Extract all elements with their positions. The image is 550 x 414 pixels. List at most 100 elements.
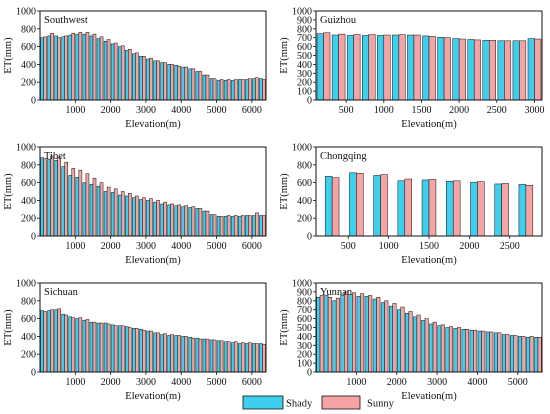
bar-sichuan-sunny-4700 <box>205 338 210 373</box>
bar-sichuan-shady-5700 <box>237 343 242 373</box>
y-tick-label-sichuan-0: 0 <box>31 368 36 379</box>
x-tick-label-southwest-1000: 1000 <box>65 105 85 116</box>
bar-yunnan-shady-3700 <box>461 329 466 373</box>
bar-tibet-shady-2500 <box>124 195 129 237</box>
plot-frame-sichuan <box>39 282 267 373</box>
bar-tibet-sunny-5500 <box>233 215 238 237</box>
bar-tibet-sunny-4100 <box>184 205 189 237</box>
bar-southwest-sunny-5500 <box>233 79 238 101</box>
bar-yunnan-shady-300 <box>324 295 329 373</box>
bar-guizhou-sunny-800 <box>368 34 376 101</box>
bar-tibet-shady-300 <box>47 159 51 237</box>
x-axis-guizhou: 500 1000 1500 2000 2500 3000 <box>339 100 544 116</box>
y-tick-label-southwest-200: 200 <box>21 78 36 89</box>
x-tick-label-chongqing-2000: 2000 <box>459 241 479 252</box>
bar-sichuan-shady-1500 <box>89 321 94 373</box>
bar-southwest-shady-4100 <box>181 66 186 101</box>
x-axis-chongqing: 500 1000 1500 2000 2500 <box>341 236 520 252</box>
y-tick-label-yunnan-100: 100 <box>297 359 312 370</box>
bar-chongqing-sunny-1200 <box>404 178 412 237</box>
y-tick-label-guizhou-300: 300 <box>297 69 312 80</box>
y-tick-label-chongqing-400: 400 <box>297 196 312 207</box>
x-tick-label-guizhou-3000: 3000 <box>524 105 544 116</box>
y-axis-title-tibet: ET(mm) <box>3 173 14 210</box>
bar-guizhou-shady-1800 <box>437 37 445 101</box>
bar-tibet-shady-1500 <box>89 184 94 237</box>
bar-guizhou-shady-3000 <box>527 38 535 101</box>
bar-tibet-shady-1900 <box>103 191 108 237</box>
bar-sichuan-shady-500 <box>54 309 58 373</box>
bar-yunnan-shady-4500 <box>493 332 498 373</box>
bar-sichuan-sunny-4500 <box>198 338 203 373</box>
panel-chongqing: 0 200 400 600 800 1000 500 1000 1500 2000 2500 Chon… <box>279 143 543 266</box>
x-tick-label-tibet-6000: 6000 <box>242 241 262 252</box>
bar-southwest-shady-3900 <box>174 65 178 101</box>
legend-label-shady: Shady <box>286 399 313 410</box>
x-tick-label-tibet-1000: 1000 <box>65 241 85 252</box>
bar-sichuan-sunny-4900 <box>212 339 217 373</box>
bar-tibet-shady-2100 <box>110 192 115 237</box>
bar-sichuan-shady-3300 <box>153 332 157 373</box>
bar-guizhou-shady-400 <box>331 34 339 101</box>
bar-chongqing-sunny-2400 <box>501 183 509 237</box>
bar-southwest-shady-2900 <box>139 56 143 101</box>
y-axis-southwest: 0 200 400 600 800 1000 <box>16 7 40 107</box>
bar-tibet-sunny-2100 <box>113 188 118 237</box>
bar-sichuan-sunny-2700 <box>135 328 139 373</box>
bar-guizhou-sunny-2800 <box>519 40 527 101</box>
bar-yunnan-sunny-500 <box>335 297 340 373</box>
panel-tibet: 0 200 400 600 800 1000 1000 2000 3000 4000 5000 600… <box>3 143 267 266</box>
x-tick-label-southwest-6000: 6000 <box>242 105 262 116</box>
bar-tibet-shady-5900 <box>245 215 249 237</box>
bar-guizhou-sunny-1400 <box>413 34 421 101</box>
bar-southwest-shady-1500 <box>89 35 94 101</box>
y-tick-label-yunnan-600: 600 <box>297 314 312 325</box>
bar-tibet-sunny-1300 <box>85 173 90 237</box>
bar-yunnan-sunny-2700 <box>424 318 429 373</box>
y-tick-label-sichuan-800: 800 <box>21 296 36 307</box>
bar-chongqing-sunny-300 <box>331 177 340 237</box>
y-tick-label-guizhou-400: 400 <box>297 60 312 71</box>
bar-sichuan-sunny-6100 <box>255 343 259 373</box>
bar-yunnan-sunny-2100 <box>400 306 405 373</box>
bar-southwest-sunny-1900 <box>106 39 111 101</box>
x-tick-label-guizhou-1000: 1000 <box>374 105 394 116</box>
bar-yunnan-shady-4100 <box>477 330 482 373</box>
bar-southwest-sunny-2300 <box>120 45 125 101</box>
bar-southwest-sunny-4700 <box>205 74 210 101</box>
y-tick-label-southwest-600: 600 <box>21 42 36 53</box>
bar-tibet-shady-900 <box>68 175 73 237</box>
bar-sichuan-shady-5300 <box>223 341 228 373</box>
bars-southwest <box>40 32 266 101</box>
x-tick-label-yunnan-5000: 5000 <box>508 377 528 388</box>
bar-sichuan-shady-2900 <box>139 329 143 373</box>
bar-tibet-sunny-5100 <box>219 216 224 237</box>
bar-yunnan-sunny-3100 <box>440 324 445 373</box>
bar-sichuan-sunny-3500 <box>163 333 167 373</box>
bar-sichuan-shady-4100 <box>181 336 186 373</box>
bar-tibet-sunny-6300 <box>262 215 266 237</box>
bar-tibet-shady-500 <box>54 160 58 237</box>
bar-southwest-shady-3500 <box>160 62 164 101</box>
bar-chongqing-shady-600 <box>349 172 357 237</box>
bars-chongqing <box>324 172 534 237</box>
panel-southwest: 0 200 400 600 800 1000 1000 2000 3000 4000 5000 600… <box>3 7 267 130</box>
legend: Shady Sunny <box>242 395 395 410</box>
y-tick-label-sichuan-600: 600 <box>21 314 36 325</box>
y-tick-label-guizhou-1000: 1000 <box>292 7 312 18</box>
bar-yunnan-sunny-100 <box>319 295 324 373</box>
bar-southwest-shady-900 <box>68 34 73 101</box>
bar-southwest-sunny-1700 <box>99 36 104 101</box>
bar-sichuan-shady-2300 <box>117 325 122 373</box>
x-axis-title-guizhou: Elevation(m) <box>401 119 457 130</box>
bar-southwest-shady-500 <box>54 35 58 101</box>
y-tick-label-guizhou-200: 200 <box>297 78 312 89</box>
plot-frame-southwest <box>39 10 267 101</box>
bar-chongqing-shady-2700 <box>518 184 527 237</box>
x-tick-label-guizhou-2000: 2000 <box>449 105 469 116</box>
bar-sichuan-shady-1100 <box>75 318 80 373</box>
y-tick-label-guizhou-900: 900 <box>297 15 312 26</box>
bar-yunnan-sunny-2500 <box>416 314 421 373</box>
bar-tibet-sunny-5300 <box>226 215 231 237</box>
bar-tibet-sunny-4900 <box>212 214 217 237</box>
